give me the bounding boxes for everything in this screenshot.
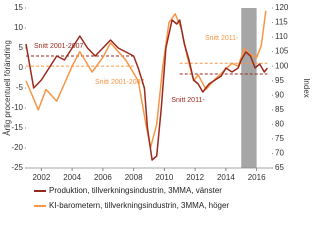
y2-tick-label: 70 [275, 149, 284, 158]
x-tick-label: 2014 [217, 173, 235, 182]
x-tick-label: 2012 [186, 173, 204, 182]
y2-tick-label: 85 [275, 105, 284, 114]
x-tick-label: 2002 [32, 173, 50, 182]
average-label: Snitt 2001-2007 [95, 79, 145, 86]
y-tick-label: 0 [19, 63, 24, 72]
average-label: Snitt 2001-2007 [34, 43, 84, 50]
x-tick-label: 2010 [155, 173, 173, 182]
legend-label: Produktion, tillverkningsindustrin, 3MMA… [49, 186, 222, 195]
series-line [25, 10, 267, 149]
x-tick-label: 2008 [125, 173, 143, 182]
chart: Årlig procentuell förändring Index -25 -2… [3, 3, 311, 210]
y2-tick-label: 75 [275, 134, 284, 143]
x-tick-label: 2006 [94, 173, 112, 182]
shaded-period [241, 8, 257, 168]
y-tick-label: -5 [16, 83, 24, 92]
y2-axis-label: Index [302, 78, 311, 98]
series-line [25, 19, 268, 161]
x-tick-label: 2016 [248, 173, 266, 182]
y2-tick-label: 105 [275, 47, 289, 56]
y-tick-label: 15 [14, 3, 23, 12]
average-label: Snitt 2011- [205, 35, 239, 42]
average-label: Snitt 2011- [171, 97, 205, 104]
legend-label: KI-barometern, tillverkningsindustrin, 3… [49, 201, 229, 210]
y2-tick-label: 65 [275, 163, 284, 172]
y2-tick-label: 95 [275, 76, 284, 85]
y2-tick-label: 100 [275, 61, 289, 70]
y2-tick-label: 115 [275, 18, 288, 27]
x-tick-label: 2004 [63, 173, 81, 182]
y-tick-label: -15 [11, 123, 23, 132]
y-tick-label: -10 [11, 103, 23, 112]
y-tick-label: 10 [14, 23, 23, 32]
y2-tick-label: 90 [275, 90, 284, 99]
y-axis-label: Årlig procentuell förändring [3, 40, 12, 136]
y-tick-label: -25 [11, 163, 23, 172]
y2-tick-label: 80 [275, 119, 284, 128]
y-tick-label: 5 [19, 43, 24, 52]
y2-tick-label: 110 [275, 32, 288, 41]
y-tick-label: -20 [11, 143, 23, 152]
y2-tick-label: 120 [275, 3, 289, 12]
